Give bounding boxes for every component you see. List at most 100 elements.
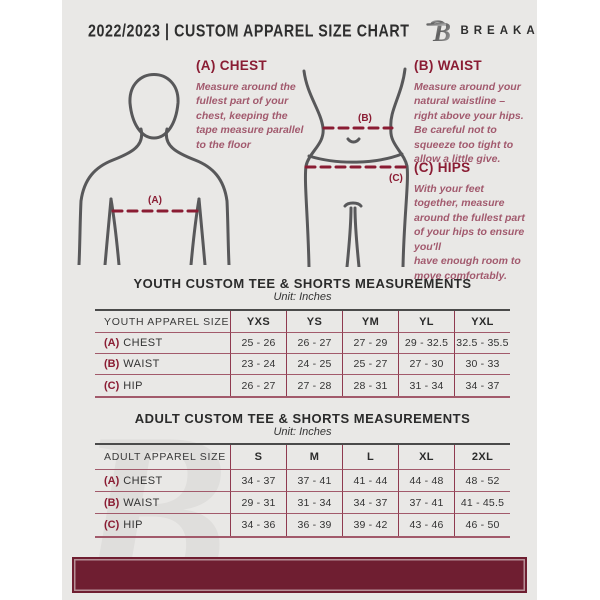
youth-hip-row-label: (C) HIP <box>95 375 230 396</box>
adult-hip-row-label: (C) HIP <box>95 514 230 536</box>
adult-chest-row-label: (A) CHEST <box>95 470 230 492</box>
right-torso-side <box>189 197 201 265</box>
right-shoulder-arm <box>164 127 231 265</box>
youth-hip-yl: 31 - 34 <box>398 375 454 396</box>
row-name: HIP <box>123 379 143 392</box>
adult-waist-xl: 37 - 41 <box>398 492 454 514</box>
row-name: CHEST <box>123 474 163 487</box>
adult-hip-xl: 43 - 46 <box>398 514 454 536</box>
navel-mark <box>346 137 361 144</box>
document-title: 2022/2023 | CUSTOM APPAREL SIZE CHART <box>88 21 410 41</box>
adult-unit-label: Unit: Inches <box>273 426 332 438</box>
upper-body-figure: (A) <box>77 73 231 265</box>
row-key: (C) <box>104 519 120 531</box>
hips-guide: (C) HIPS With your feet together, measur… <box>414 160 537 283</box>
chest-heading: (A) CHEST <box>196 58 267 73</box>
footer-bar <box>72 557 527 593</box>
youth-section-title: YOUTH CUSTOM TEE & SHORTS MEASUREMENTS <box>133 276 472 291</box>
adult-chest-xl: 44 - 48 <box>398 470 454 492</box>
youth-size-ys: YS <box>286 311 342 333</box>
youth-size-yl: YL <box>398 311 454 333</box>
row-name: WAIST <box>123 496 160 509</box>
waist-marker-label: (B) <box>358 113 372 124</box>
youth-size-yxl: YXL <box>454 311 510 333</box>
youth-waist-ys: 24 - 25 <box>286 354 342 375</box>
row-name: HIP <box>123 519 143 531</box>
youth-chest-yxs: 25 - 26 <box>230 333 286 354</box>
brand-lockup: B BREAKAWAY <box>426 16 537 46</box>
adult-waist-m: 31 - 34 <box>286 492 342 514</box>
row-key: (B) <box>104 358 120 370</box>
chest-guide: (A) CHEST Measure around the fullest par… <box>196 58 338 152</box>
youth-waist-yl: 27 - 30 <box>398 354 454 375</box>
adult-hip-l: 39 - 42 <box>342 514 398 536</box>
adult-size-s: S <box>230 445 286 470</box>
hips-description: With your feet together, measure around … <box>414 183 525 282</box>
adult-chest-s: 34 - 37 <box>230 470 286 492</box>
brand-name: BREAKAWAY <box>460 25 537 37</box>
youth-chest-yxl: 32.5 - 35.5 <box>454 333 510 354</box>
youth-unit-label: Unit: Inches <box>273 291 332 303</box>
adult-chest-l: 41 - 44 <box>342 470 398 492</box>
waist-description: Measure around your natural waistline – … <box>414 81 524 166</box>
youth-hip-ym: 28 - 31 <box>342 375 398 396</box>
inner-left-leg <box>345 206 353 267</box>
row-key: (C) <box>104 379 120 392</box>
youth-size-label: YOUTH APPAREL SIZE <box>95 311 230 333</box>
adult-waist-s: 29 - 31 <box>230 492 286 514</box>
adult-size-xl: XL <box>398 445 454 470</box>
youth-hip-yxl: 34 - 37 <box>454 375 510 396</box>
youth-hip-yxs: 26 - 27 <box>230 375 286 396</box>
lower-body-figure: (B) (C) <box>302 67 409 267</box>
row-name: CHEST <box>123 337 163 349</box>
adult-hip-m: 36 - 39 <box>286 514 342 536</box>
adult-hip-s: 34 - 36 <box>230 514 286 536</box>
youth-hip-ys: 27 - 28 <box>286 375 342 396</box>
waist-guide: (B) WAIST Measure around your natural wa… <box>414 58 537 167</box>
youth-size-yxs: YXS <box>230 311 286 333</box>
head-outline <box>128 73 180 140</box>
right-armpit <box>197 197 207 265</box>
hips-heading: (C) HIPS <box>414 160 471 175</box>
youth-size-table: YOUTH APPAREL SIZE YXS YS YM YL YXL (A) … <box>95 309 510 398</box>
left-shoulder-arm <box>77 127 144 265</box>
adult-section-title: ADULT CUSTOM TEE & SHORTS MEASUREMENTS <box>134 411 471 426</box>
adult-size-l: L <box>342 445 398 470</box>
hips-marker-label: (C) <box>389 173 403 184</box>
row-key: (A) <box>104 337 120 349</box>
crotch-line <box>343 201 363 208</box>
adult-size-table: ADULT APPAREL SIZE S M L XL 2XL (A) CHES… <box>95 443 510 538</box>
adult-size-label: ADULT APPAREL SIZE <box>95 445 230 470</box>
left-body-outline <box>302 69 325 267</box>
document-header: 2022/2023 | CUSTOM APPAREL SIZE CHART B … <box>88 16 537 46</box>
youth-size-ym: YM <box>342 311 398 333</box>
inner-right-leg <box>353 206 361 267</box>
youth-chest-ym: 27 - 29 <box>342 333 398 354</box>
waist-heading: (B) WAIST <box>414 58 482 73</box>
adult-waist-l: 34 - 37 <box>342 492 398 514</box>
chest-marker-label: (A) <box>148 195 162 206</box>
youth-waist-yxs: 23 - 24 <box>230 354 286 375</box>
breakaway-b-logo-icon: B <box>426 17 451 46</box>
left-torso-side <box>109 197 121 265</box>
youth-chest-ys: 26 - 27 <box>286 333 342 354</box>
adult-waist-2xl: 41 - 45.5 <box>454 492 510 514</box>
adult-chest-2xl: 48 - 52 <box>454 470 510 492</box>
chart-document: 2022/2023 | CUSTOM APPAREL SIZE CHART B … <box>62 0 537 600</box>
chest-description: Measure around the fullest part of your … <box>196 81 304 151</box>
row-name: WAIST <box>123 358 160 370</box>
youth-chest-yl: 29 - 32.5 <box>398 333 454 354</box>
left-armpit <box>103 197 113 265</box>
adult-chest-m: 37 - 41 <box>286 470 342 492</box>
row-key: (B) <box>104 496 120 509</box>
youth-waist-yxl: 30 - 33 <box>454 354 510 375</box>
youth-chest-row-label: (A) CHEST <box>95 333 230 354</box>
youth-waist-row-label: (B) WAIST <box>95 354 230 375</box>
row-key: (A) <box>104 474 120 487</box>
adult-size-2xl: 2XL <box>454 445 510 470</box>
adult-size-m: M <box>286 445 342 470</box>
adult-waist-row-label: (B) WAIST <box>95 492 230 514</box>
youth-waist-ym: 25 - 27 <box>342 354 398 375</box>
adult-hip-2xl: 46 - 50 <box>454 514 510 536</box>
